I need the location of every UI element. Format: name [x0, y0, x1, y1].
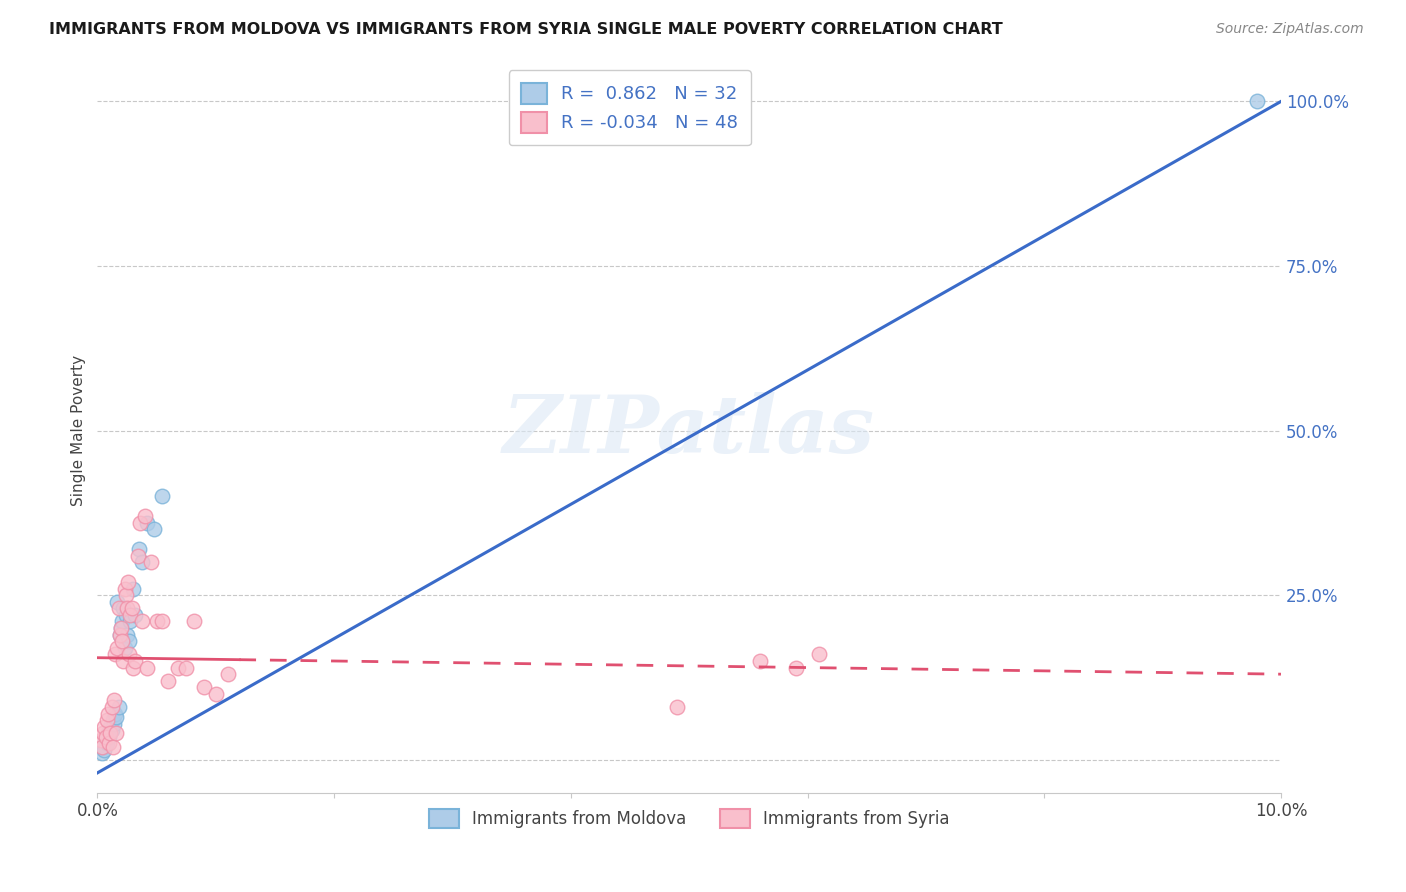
Point	[131, 555, 153, 569]
Point	[120, 615, 142, 629]
Point	[131, 615, 153, 629]
Text: IMMIGRANTS FROM MOLDOVA VS IMMIGRANTS FROM SYRIA SINGLE MALE POVERTY CORRELATION: IMMIGRANTS FROM MOLDOVA VS IMMIGRANTS FR…	[49, 22, 1002, 37]
Point	[114, 640, 136, 655]
Point	[91, 739, 114, 754]
Point	[98, 736, 121, 750]
Point	[117, 574, 139, 589]
Point	[157, 673, 180, 688]
Point	[120, 607, 142, 622]
Point	[110, 621, 132, 635]
Point	[166, 660, 188, 674]
Point	[152, 615, 174, 629]
Text: Source: ZipAtlas.com: Source: ZipAtlas.com	[1216, 22, 1364, 37]
Point	[785, 660, 807, 674]
Point	[104, 648, 127, 662]
Point	[100, 700, 122, 714]
Point	[118, 634, 141, 648]
Point	[101, 713, 124, 727]
Point	[107, 700, 129, 714]
Point	[128, 542, 150, 557]
Point	[145, 615, 167, 629]
Point	[98, 730, 121, 744]
Point	[749, 654, 772, 668]
Point	[124, 654, 146, 668]
Point	[808, 648, 831, 662]
Point	[93, 720, 115, 734]
Point	[204, 687, 226, 701]
Point	[94, 730, 117, 744]
Point	[90, 733, 112, 747]
Point	[103, 716, 125, 731]
Point	[143, 522, 166, 536]
Point	[100, 723, 122, 738]
Point	[105, 710, 128, 724]
Point	[91, 746, 114, 760]
Point	[101, 739, 124, 754]
Point	[193, 681, 215, 695]
Point	[111, 615, 134, 629]
Point	[91, 739, 114, 754]
Point	[110, 621, 132, 635]
Point	[107, 601, 129, 615]
Point	[97, 706, 120, 721]
Point	[134, 509, 156, 524]
Point	[121, 582, 143, 596]
Point	[108, 628, 131, 642]
Point	[107, 640, 129, 655]
Point	[108, 628, 131, 642]
Point	[103, 693, 125, 707]
Point	[93, 743, 115, 757]
Point	[96, 713, 118, 727]
Point	[98, 720, 121, 734]
Point	[91, 726, 114, 740]
Point	[121, 601, 143, 615]
Point	[183, 615, 205, 629]
Point	[114, 588, 136, 602]
Point	[107, 595, 129, 609]
Point	[105, 726, 128, 740]
Point	[129, 516, 152, 530]
Point	[136, 516, 159, 530]
Point	[124, 607, 146, 622]
Point	[115, 601, 138, 615]
Point	[217, 667, 239, 681]
Point	[96, 736, 118, 750]
Point	[112, 654, 135, 668]
Point	[98, 726, 121, 740]
Point	[114, 607, 136, 622]
Point	[111, 634, 134, 648]
Point	[118, 648, 141, 662]
Text: ZIPatlas: ZIPatlas	[503, 392, 875, 469]
Y-axis label: Single Male Poverty: Single Male Poverty	[72, 355, 86, 506]
Point	[97, 726, 120, 740]
Point	[136, 660, 159, 674]
Point	[104, 706, 127, 721]
Point	[174, 660, 197, 674]
Point	[114, 582, 136, 596]
Point	[112, 601, 135, 615]
Point	[666, 700, 689, 714]
Point	[121, 660, 143, 674]
Point	[152, 490, 174, 504]
Point	[127, 549, 149, 563]
Point	[1246, 95, 1268, 109]
Point	[139, 555, 162, 569]
Point	[94, 733, 117, 747]
Point	[115, 628, 138, 642]
Legend: Immigrants from Moldova, Immigrants from Syria: Immigrants from Moldova, Immigrants from…	[422, 803, 956, 835]
